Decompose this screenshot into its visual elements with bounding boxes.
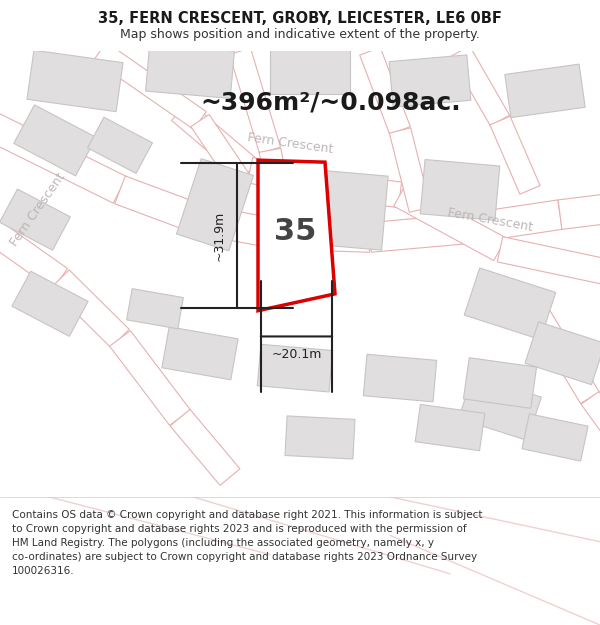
Polygon shape [497, 237, 600, 292]
Polygon shape [458, 200, 562, 244]
Polygon shape [451, 46, 509, 126]
Text: Fern Crescent: Fern Crescent [446, 206, 533, 234]
Polygon shape [176, 159, 254, 251]
Polygon shape [14, 105, 96, 176]
Polygon shape [170, 409, 240, 485]
Polygon shape [247, 158, 323, 198]
Polygon shape [364, 354, 437, 402]
Text: 35: 35 [274, 217, 316, 246]
Text: ~31.9m: ~31.9m [212, 211, 226, 261]
Polygon shape [285, 416, 355, 459]
Polygon shape [368, 215, 461, 252]
Polygon shape [27, 50, 123, 112]
Polygon shape [521, 293, 599, 404]
Text: Map shows position and indicative extent of the property.: Map shows position and indicative extent… [120, 28, 480, 41]
Polygon shape [51, 270, 129, 348]
Text: Contains OS data © Crown copyright and database right 2021. This information is : Contains OS data © Crown copyright and d… [12, 510, 482, 576]
Polygon shape [257, 344, 332, 392]
Polygon shape [88, 118, 152, 173]
Polygon shape [558, 190, 600, 229]
Polygon shape [490, 116, 540, 194]
Polygon shape [319, 172, 401, 208]
Text: Fern Crescent: Fern Crescent [247, 131, 334, 156]
Polygon shape [127, 289, 184, 329]
Polygon shape [259, 148, 296, 231]
Polygon shape [522, 414, 588, 461]
Polygon shape [389, 55, 471, 107]
Polygon shape [270, 48, 350, 94]
Polygon shape [110, 331, 190, 426]
Polygon shape [0, 112, 127, 203]
Polygon shape [0, 189, 70, 250]
Polygon shape [191, 114, 249, 186]
Polygon shape [458, 375, 541, 441]
Polygon shape [464, 268, 556, 339]
Polygon shape [0, 219, 68, 289]
Text: ~20.1m: ~20.1m [271, 348, 322, 361]
Polygon shape [280, 219, 370, 253]
Polygon shape [389, 128, 431, 213]
Polygon shape [172, 101, 259, 180]
Polygon shape [505, 64, 585, 118]
Polygon shape [94, 42, 206, 129]
Polygon shape [12, 271, 88, 336]
Polygon shape [581, 391, 600, 474]
Polygon shape [360, 48, 410, 134]
Polygon shape [197, 205, 283, 249]
Polygon shape [162, 327, 238, 380]
Text: ~396m²/~0.098ac.: ~396m²/~0.098ac. [200, 91, 461, 115]
Polygon shape [525, 322, 600, 385]
Polygon shape [146, 44, 235, 98]
Text: 35, FERN CRESCENT, GROBY, LEICESTER, LE6 0BF: 35, FERN CRESCENT, GROBY, LEICESTER, LE6… [98, 11, 502, 26]
Polygon shape [115, 176, 205, 234]
Polygon shape [394, 184, 506, 261]
Polygon shape [229, 48, 281, 153]
Polygon shape [415, 404, 485, 451]
Polygon shape [420, 159, 500, 220]
Polygon shape [258, 160, 335, 311]
Polygon shape [302, 169, 388, 250]
Polygon shape [463, 357, 536, 408]
Text: Fern Crescent: Fern Crescent [8, 171, 68, 249]
